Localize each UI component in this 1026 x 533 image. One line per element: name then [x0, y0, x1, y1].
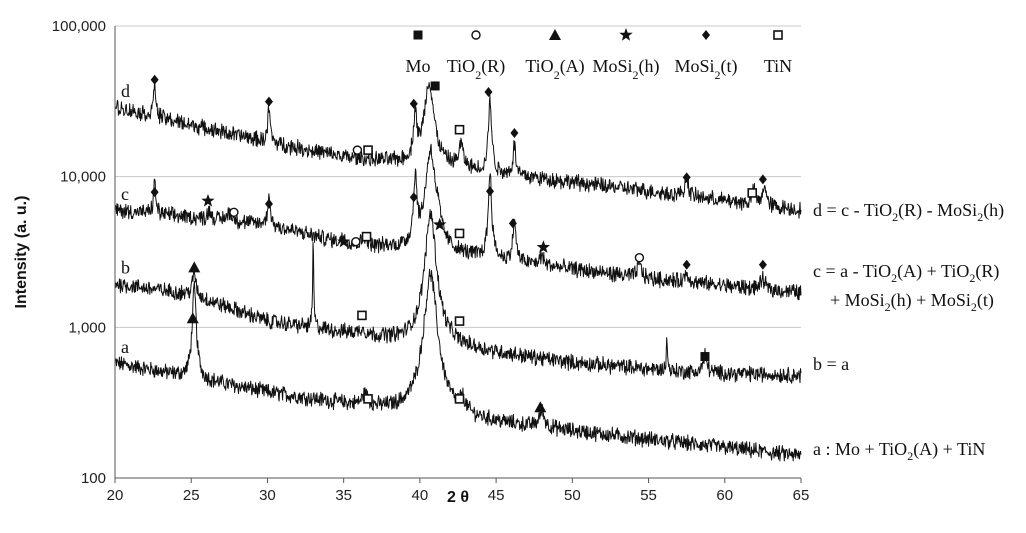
open-square-marker [454, 394, 465, 404]
filled-square-marker [700, 352, 710, 362]
legend: Mo TiO2(R) TiO2(A) MoSi2(h) MoSi2(t) TiN [405, 28, 792, 82]
open-circle-marker [352, 145, 363, 155]
y-tick-label: 100,000 [52, 18, 106, 35]
y-tick-label: 10,000 [60, 169, 106, 186]
open-square-marker [357, 310, 367, 321]
x-tick-label: 40 [412, 487, 429, 504]
curve-label-c: c [121, 184, 129, 204]
filled-diamond-marker [484, 86, 493, 97]
filled-triangle-marker [186, 312, 199, 324]
description-d: d = c - TiO2(R) - MoSi2(h) [813, 200, 1004, 224]
curve-letter-labels: a b c d [121, 81, 130, 357]
star-marker [337, 234, 351, 248]
open-square-marker [363, 394, 373, 404]
filled-diamond-marker [264, 198, 273, 209]
open-square-marker [363, 145, 373, 155]
x-tick-label: 55 [640, 487, 657, 504]
open-square-marker [454, 124, 465, 135]
x-tick-label: 30 [259, 487, 276, 504]
legend-label: TiN [764, 56, 792, 76]
curve-label-d: d [121, 81, 130, 101]
curve-b [114, 209, 802, 384]
description-a: a : Mo + TiO2(A) + TiN [813, 439, 985, 463]
curve-c [114, 143, 802, 301]
filled-diamond-marker [150, 187, 159, 198]
filled-triangle-marker [188, 261, 201, 273]
x-tick-label: 35 [335, 487, 352, 504]
legend-open-square-icon [773, 30, 783, 40]
open-square-marker [454, 316, 465, 326]
star-marker [433, 217, 447, 231]
x-tick-label: 60 [716, 487, 733, 504]
legend-label: MoSi2(h) [592, 56, 659, 82]
y-axis-title: Intensity (a. u.) [13, 196, 30, 309]
star-marker [536, 240, 550, 253]
x-tick-label: 25 [183, 487, 200, 504]
open-square-marker [454, 228, 465, 239]
x-axis-title: 2 θ [447, 489, 469, 506]
filled-diamond-marker [682, 172, 691, 183]
filled-diamond-marker [264, 96, 273, 107]
filled-diamond-marker [486, 186, 495, 197]
open-circle-marker [351, 237, 361, 247]
legend-label: TiO2(A) [525, 56, 584, 82]
open-square-marker [361, 231, 372, 242]
axes: 100 1,000 10,000 100,000 20 25 30 35 40 45 50 55 60 6… [52, 18, 810, 504]
y-tick-label: 100 [81, 470, 106, 487]
legend-filled-triangle-icon [549, 29, 561, 40]
filled-diamond-marker [682, 259, 691, 270]
filled-diamond-marker [150, 74, 159, 85]
legend-label: MoSi2(t) [674, 56, 737, 82]
legend-filled-diamond-icon [702, 30, 710, 40]
filled-triangle-marker [534, 401, 547, 413]
legend-open-circle-icon [471, 30, 481, 40]
curve-label-b: b [121, 258, 130, 278]
filled-square-marker [430, 81, 440, 91]
description-c-line2: + MoSi2(h) + MoSi2(t) [830, 290, 994, 314]
curve-descriptions: d = c - TiO2(R) - MoSi2(h) c = a - TiO2(A… [813, 200, 1004, 463]
description-b: b = a [813, 354, 849, 374]
phase-markers [150, 74, 767, 413]
filled-diamond-marker [758, 259, 767, 270]
description-c-line1: c = a - TiO2(A) + TiO2(R) [813, 261, 999, 285]
filled-diamond-marker [508, 218, 517, 229]
open-square-marker [747, 188, 758, 198]
filled-diamond-marker [409, 98, 418, 109]
x-tick-label: 45 [488, 487, 505, 504]
legend-filled-square-icon [413, 30, 423, 40]
legend-label: Mo [405, 56, 430, 76]
legend-star-icon [619, 28, 633, 41]
open-circle-marker [229, 207, 239, 218]
legend-label: TiO2(R) [447, 56, 505, 82]
curve-label-a: a [121, 337, 129, 357]
open-circle-marker [634, 252, 645, 263]
filled-diamond-marker [409, 192, 418, 203]
star-marker [201, 193, 215, 207]
y-tick-label: 1,000 [68, 319, 106, 336]
filled-diamond-marker [510, 127, 519, 138]
filled-diamond-marker [758, 174, 767, 185]
x-tick-label: 65 [793, 487, 810, 504]
x-tick-label: 50 [564, 487, 581, 504]
x-tick-label: 20 [107, 487, 124, 504]
